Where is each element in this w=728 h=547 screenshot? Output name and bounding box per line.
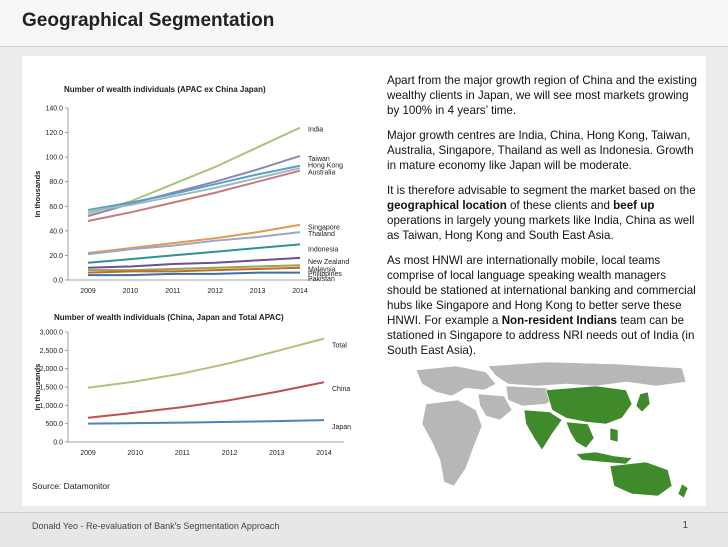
paragraph-2: Major growth centres are India, China, H… [387,129,694,172]
series-line-japan [87,419,325,425]
series-end-label: New Zealand [308,259,349,266]
chart-china-japan-total: Number of wealth individuals (China, Jap… [33,313,351,457]
map-central-asia [505,385,559,407]
emphasis-geographical-location: geographical location [387,199,507,212]
slide-header: Geographical Segmentation [0,0,728,47]
series-end-label: Thailand [308,231,335,238]
emphasis-non-resident-indians: Non-resident Indians [501,314,617,327]
series-line-malaysia [88,264,301,272]
map-japan [635,391,651,413]
paragraph-3-part-e: operations in largely young markets like… [387,214,695,242]
x-tick-label: 2011 [165,288,180,295]
x-tick-label: 2010 [123,288,139,295]
paragraph-4: As most HNWI are internationally mobile,… [387,253,697,358]
series-end-label: Pakistan [308,276,335,283]
series-line-thailand [87,231,301,256]
series-line-singapore [87,223,301,254]
chart-title: Number of wealth individuals (China, Jap… [54,313,284,322]
y-tick-label: 3,000.0 [40,330,63,337]
paragraph-3: It is therefore advisable to segment the… [387,183,697,243]
paragraph-1: Apart from the major growth region of Ch… [387,74,697,117]
y-axis-label: In thousands [33,364,42,411]
chart-title: Number of wealth individuals (APAC ex Ch… [64,85,266,94]
series-line-new-zealand [87,256,301,269]
series-end-label: Malaysia [308,266,336,273]
page-number: 1 [682,520,688,531]
map-australia [609,461,673,497]
y-tick-label: 60.0 [49,204,63,211]
map-indonesia [575,451,633,465]
map-africa [421,399,483,487]
series-end-label: Japan [332,424,351,431]
x-tick-label: 2012 [222,450,238,457]
y-tick-label: 120.0 [45,130,63,137]
series-end-label: Philippines [308,271,342,278]
series-end-label: Taiwan [308,156,330,163]
asia-pacific-map [396,360,696,500]
y-tick-label: 0.0 [53,440,63,447]
y-tick-label: 500.0 [45,421,63,428]
x-tick-label: 2014 [292,288,308,295]
map-russia [487,361,687,387]
series-end-label: Singapore [308,225,340,232]
footer-caption: Donald Yeo - Re-evaluation of Bank's Seg… [32,521,280,531]
x-tick-label: 2009 [80,288,96,295]
series-end-label: Total [332,343,347,350]
series-line-pakistan [88,271,300,277]
paragraph-3-part-c: of these clients and [506,199,614,212]
slide-title: Geographical Segmentation [22,10,275,31]
y-tick-label: 80.0 [49,179,63,186]
paragraph-3-part-a: It is therefore advisable to segment the… [387,184,696,197]
x-tick-label: 2014 [316,450,332,457]
y-tick-label: 2,500.0 [40,348,63,355]
x-tick-label: 2009 [80,450,96,457]
series-line-total [87,337,325,389]
map-new-zealand [677,483,689,499]
series-line-indonesia [87,243,301,264]
y-tick-label: 0.0 [53,278,63,285]
map-philippines [609,427,619,443]
series-line-india-2 [87,169,301,223]
source-note: Source: Datamonitor [32,481,110,491]
x-tick-label: 2011 [175,450,190,457]
y-tick-label: 1,000.0 [40,403,63,410]
paragraph-4-part-c: team can be stationed in Singapore to ad… [387,314,695,357]
y-tick-label: 2,000.0 [40,366,63,373]
map-southeast-asia [565,421,595,449]
slide-footer: Donald Yeo - Re-evaluation of Bank's Seg… [0,512,728,547]
paragraph-4-part-a: As most HNWI are internationally mobile,… [387,254,696,327]
map-china [545,385,633,425]
emphasis-beef-up: beef up [613,199,655,212]
map-europe [415,365,497,397]
commentary-text: Apart from the major growth region of Ch… [387,73,697,368]
y-tick-label: 1,500.0 [40,385,63,392]
x-tick-label: 2013 [269,450,285,457]
y-tick-label: 100.0 [45,155,63,162]
x-tick-label: 2012 [207,288,223,295]
series-end-label: Australia [308,170,335,177]
series-line-india [87,126,301,215]
map-india [523,409,563,451]
y-tick-label: 140.0 [45,106,63,113]
y-axis-label: In thousands [33,171,42,218]
y-tick-label: 40.0 [49,228,63,235]
y-tick-label: 20.0 [49,253,63,260]
series-end-label: Indonesia [308,247,338,254]
series-line-australia [87,167,301,213]
x-tick-label: 2013 [250,288,266,295]
map-middle-east [477,393,513,421]
series-end-label: China [332,386,350,393]
series-end-label: Hong Kong [308,162,343,169]
x-tick-label: 2010 [127,450,143,457]
series-line-hong-kong [87,164,301,211]
series-line-china [87,381,325,419]
chart-apac-ex-china-japan: Number of wealth individuals (APAC ex Ch… [33,85,349,295]
series-line-philippines [87,266,301,274]
series-end-label: India [308,127,323,134]
